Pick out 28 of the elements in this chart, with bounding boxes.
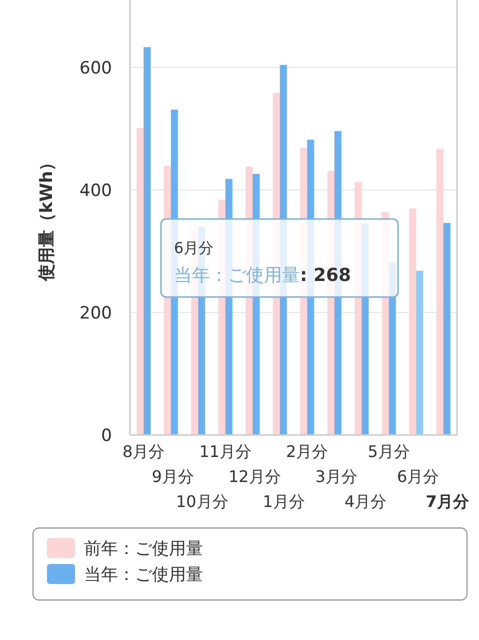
annotation: 当年：ご使用量: 268 [174,265,352,286]
bar [436,148,444,435]
x-tick-label: 9月分 [152,467,194,486]
y-axis-title: 使用量（kWh） [37,154,57,282]
x-tick-label: 7月分 [426,492,470,511]
x-tick-label: 6月分 [397,467,440,486]
x-tick-label: 1月分 [262,492,305,511]
x-tick-label: 5月分 [368,442,410,461]
y-tick-label: 200 [80,303,112,324]
bar [144,47,151,435]
x-tick-label: 11月分 [199,442,252,461]
bar [443,223,450,435]
y-tick-label: 0 [101,426,112,446]
annotation: 6月分 [174,239,214,257]
x-tick-label: 4月分 [344,492,387,511]
legend-label: 前年：ご使用量 [84,539,203,559]
bar [136,128,144,435]
bar [416,270,424,435]
x-tick-label: 2月分 [286,442,328,461]
tooltip: 6月分 当年：ご使用量: 268 [160,218,399,298]
x-tick-label: 12月分 [228,467,281,486]
legend-label: 当年：ご使用量 [84,565,203,585]
bar [409,208,416,435]
y-tick-label: 400 [80,180,112,201]
y-tick-label: 600 [80,58,112,78]
x-tick-label: 10月分 [176,492,228,511]
x-tick-label: 3月分 [315,467,358,486]
x-tick-label: 8月分 [122,442,165,461]
